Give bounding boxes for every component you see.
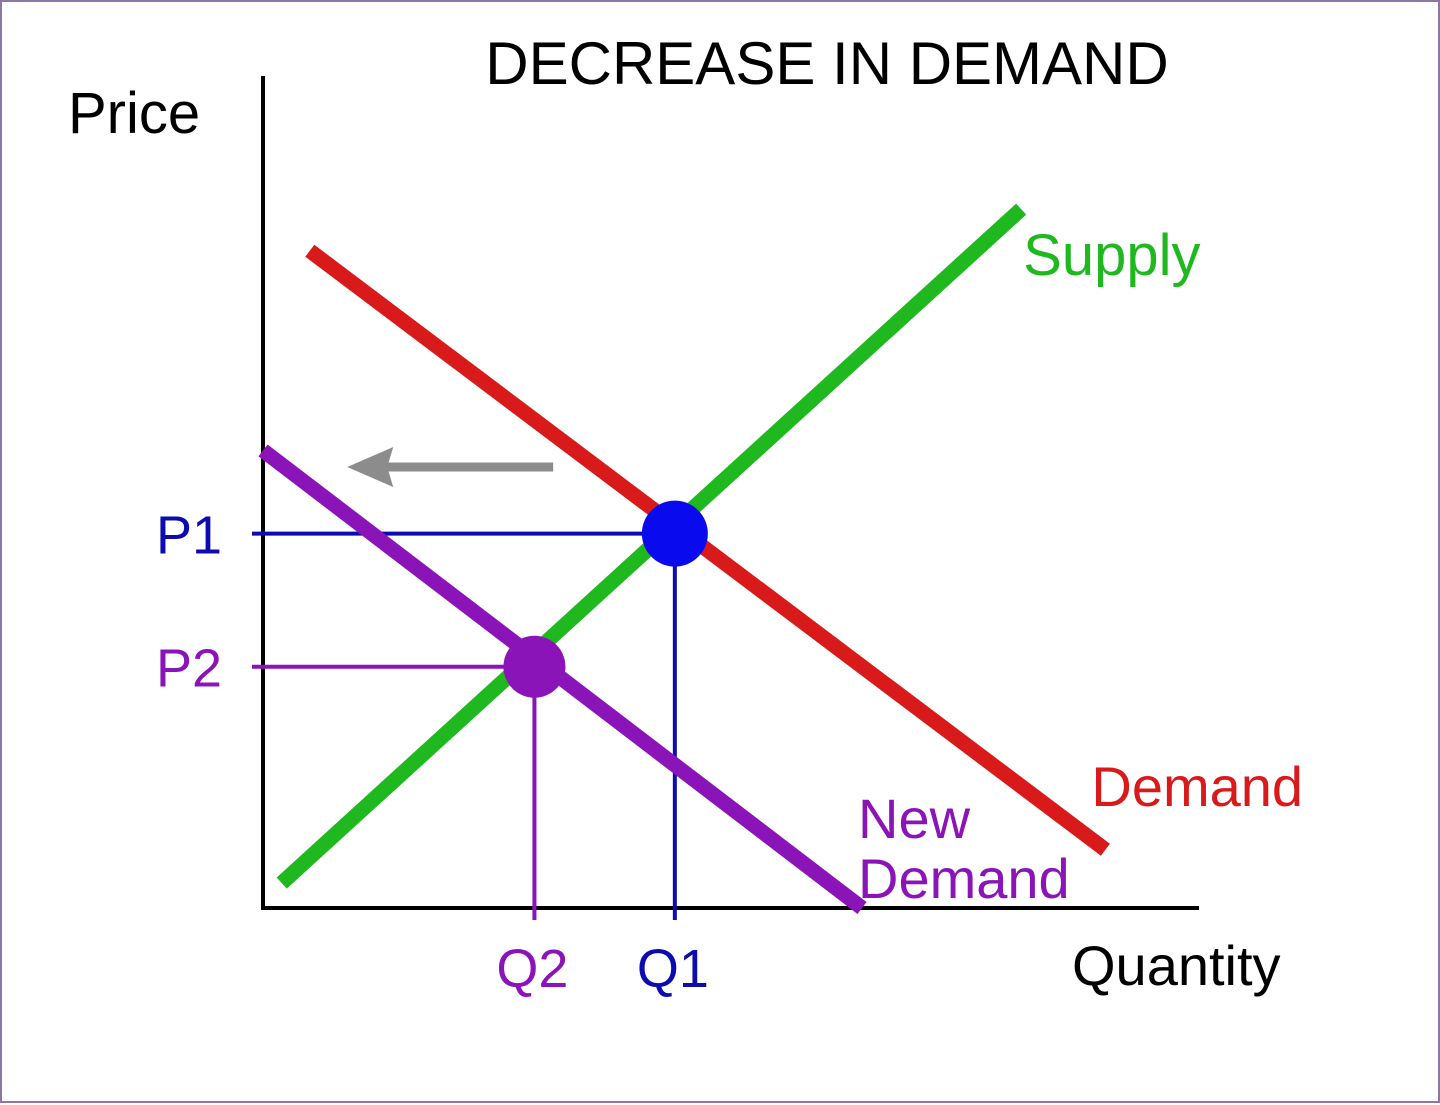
demand-label: Demand [1091, 755, 1303, 818]
p2-equilibrium-point [503, 635, 566, 698]
shift-arrow-head [347, 447, 394, 488]
p1-label: P1 [156, 506, 222, 566]
y-axis-label: Price [68, 81, 200, 146]
demand-curve [305, 244, 1110, 856]
new-demand-label-line2: Demand [858, 847, 1070, 910]
chart-title: DECREASE IN DEMAND [485, 30, 1168, 97]
p1-equilibrium-point [641, 500, 708, 567]
supply-label: Supply [1023, 223, 1200, 288]
q2-label: Q2 [496, 939, 568, 999]
x-axis-label: Quantity [1072, 934, 1281, 997]
q1-label: Q1 [637, 939, 709, 999]
p2-label: P2 [156, 639, 222, 699]
new-demand-label-line1: New [858, 787, 971, 850]
